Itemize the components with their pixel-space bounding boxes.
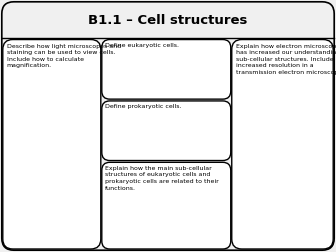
- Text: Define eukaryotic cells.: Define eukaryotic cells.: [105, 43, 179, 48]
- Text: B1.1 – Cell structures: B1.1 – Cell structures: [88, 14, 248, 26]
- FancyBboxPatch shape: [102, 40, 231, 99]
- FancyBboxPatch shape: [3, 40, 101, 249]
- FancyBboxPatch shape: [102, 101, 231, 161]
- FancyBboxPatch shape: [232, 40, 333, 249]
- Text: Describe how light microscopes and
staining can be used to view cells.
Include h: Describe how light microscopes and stain…: [7, 44, 121, 68]
- FancyBboxPatch shape: [102, 162, 231, 249]
- FancyBboxPatch shape: [2, 2, 334, 250]
- Text: Define prokaryotic cells.: Define prokaryotic cells.: [105, 104, 182, 109]
- Text: Explain how the main sub-cellular
structures of eukaryotic cells and
prokaryotic: Explain how the main sub-cellular struct…: [105, 166, 219, 191]
- Text: Explain how electron microscopy
has increased our understanding of
sub-cellular : Explain how electron microscopy has incr…: [236, 44, 336, 75]
